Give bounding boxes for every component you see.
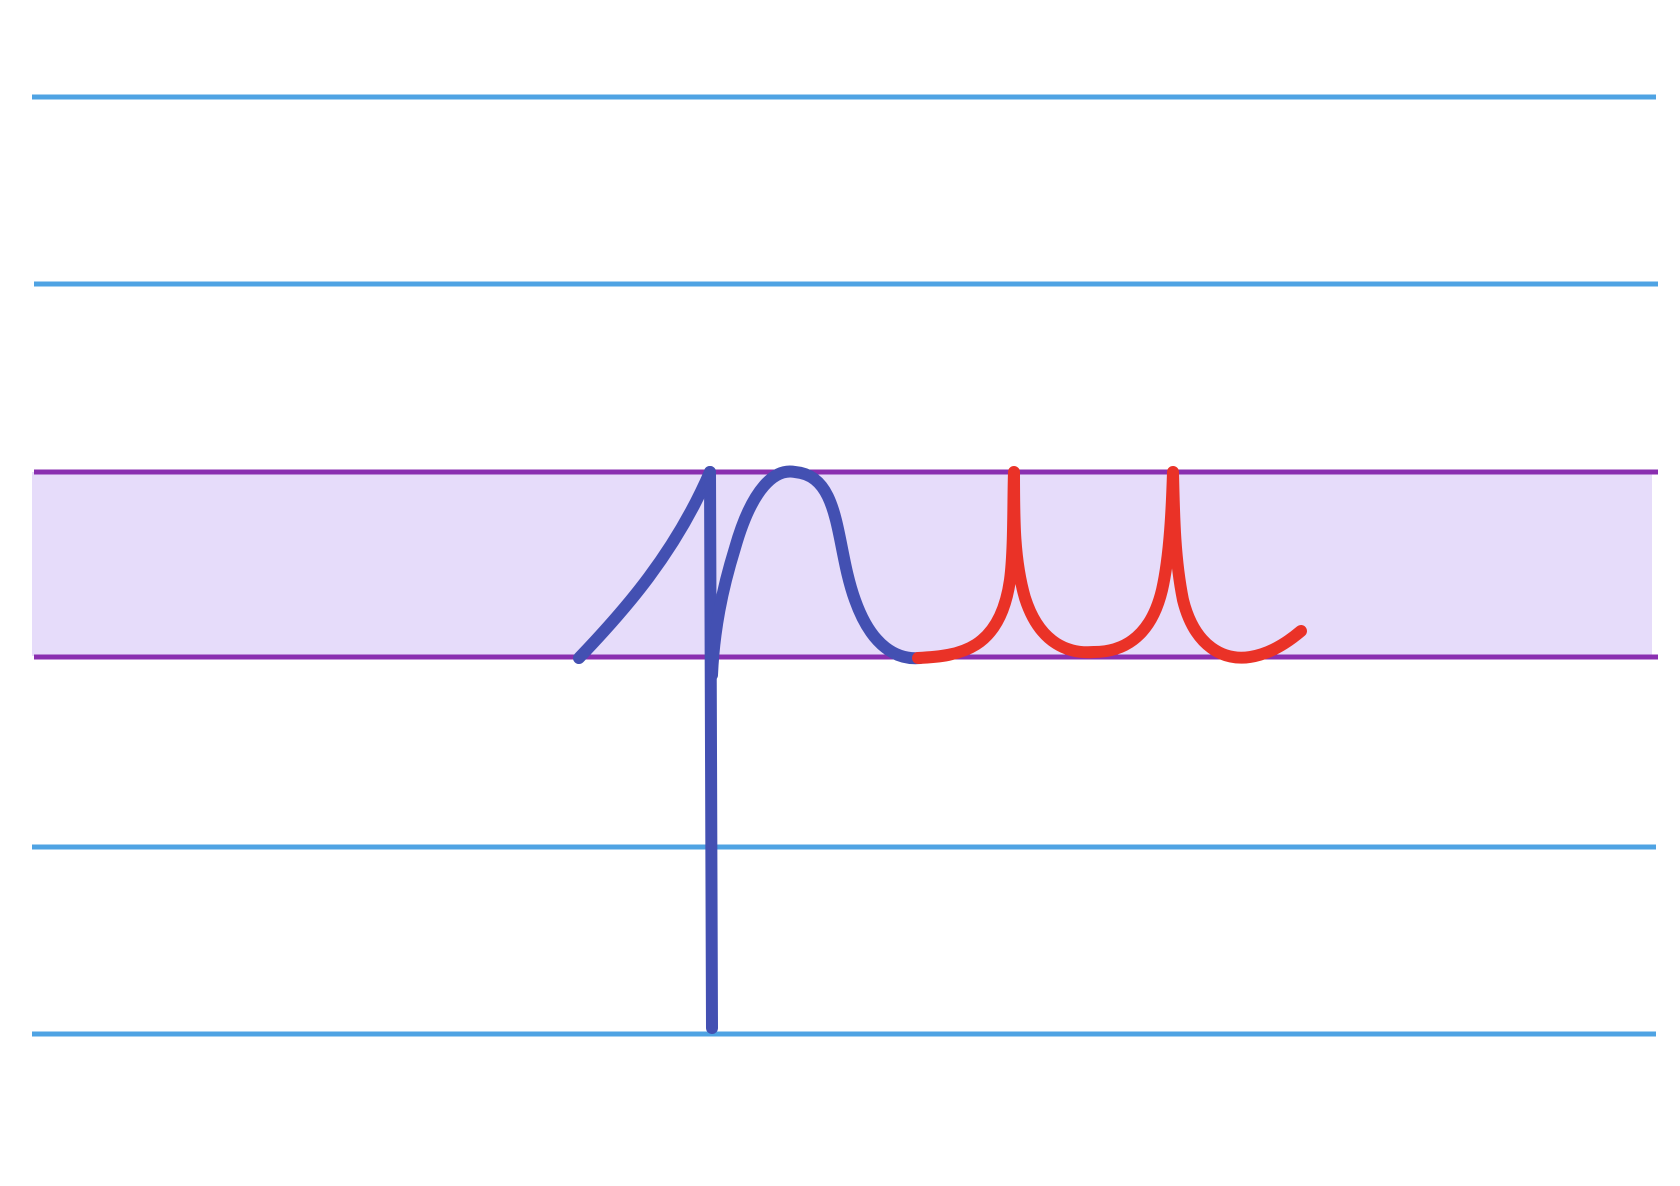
- primary-stroke-entry: [573, 466, 716, 664]
- primary-stroke-stem: [704, 466, 718, 1034]
- secondary-stroke-humps: [912, 466, 1307, 664]
- primary-stroke: [573, 465, 926, 1034]
- primary-stroke-arch: [706, 465, 926, 681]
- secondary-stroke: [912, 466, 1307, 664]
